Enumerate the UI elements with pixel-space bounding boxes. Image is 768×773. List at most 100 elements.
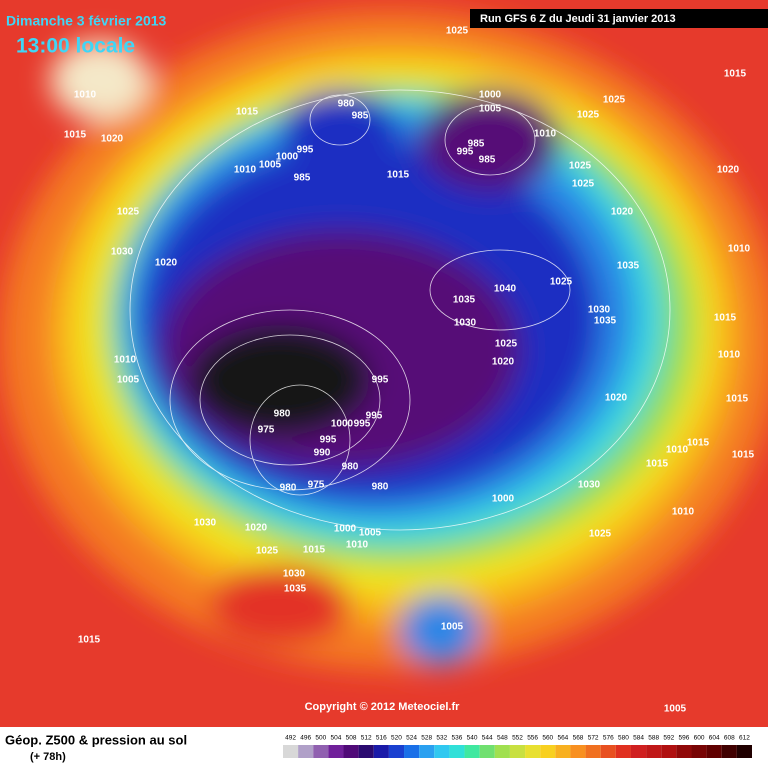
isobar-label: 1025	[569, 161, 592, 172]
scale-swatch	[358, 745, 374, 758]
run-info: Run GFS 6 Z du Jeudi 31 janvier 2013	[480, 13, 676, 25]
scale-swatch	[706, 745, 722, 758]
scale-label: 548	[497, 735, 508, 742]
scale-label: 552	[512, 735, 523, 742]
scale-swatch	[464, 745, 480, 758]
isobar-label: 1000	[331, 419, 354, 430]
isobar-label: 1035	[617, 261, 640, 272]
isobar-label: 1005	[479, 104, 502, 115]
scale-swatch	[373, 745, 389, 758]
scale-label: 532	[436, 735, 447, 742]
isobar-label: 1030	[194, 518, 217, 529]
geopotential-field	[0, 10, 768, 670]
scale-swatch	[449, 745, 465, 758]
isobar-label: 985	[468, 139, 485, 150]
isobar-label: 1025	[589, 529, 612, 540]
scale-label: 508	[346, 735, 357, 742]
isobar-label: 1010	[74, 90, 97, 101]
isobar-label: 1035	[594, 316, 617, 327]
scale-swatch	[298, 745, 314, 758]
isobar-label: 1025	[446, 26, 469, 37]
isobar-label: 975	[308, 480, 325, 491]
scale-label: 560	[542, 735, 553, 742]
scale-label: 588	[648, 735, 659, 742]
scale-swatch	[691, 745, 707, 758]
isobar-label: 1025	[256, 546, 279, 557]
scale-swatch	[419, 745, 435, 758]
scale-swatch	[600, 745, 616, 758]
scale-label: 592	[663, 735, 674, 742]
scale-label: 492	[285, 735, 296, 742]
isobar-label: 1040	[494, 284, 517, 295]
isobar-label: 1000	[334, 524, 357, 535]
isobar-label: 1020	[611, 207, 634, 218]
scale-swatch	[676, 745, 692, 758]
scale-swatch	[721, 745, 737, 758]
scale-label: 540	[467, 735, 478, 742]
scale-label: 500	[315, 735, 326, 742]
local-time: 13:00 locale	[16, 35, 135, 58]
isobar-label: 1010	[346, 540, 369, 551]
isobar-label: 1015	[687, 438, 710, 449]
scale-label: 572	[588, 735, 599, 742]
isobar-label: 1030	[588, 305, 611, 316]
scale-swatch	[736, 745, 752, 758]
run-box	[470, 9, 768, 28]
isobar-label: 990	[314, 448, 331, 459]
isobar-label: 1015	[78, 635, 101, 646]
color-scale: 492 496 500 504 508 512 516 520 524 528 532 536 540 5…	[283, 735, 752, 758]
isobar-label: 1025	[117, 207, 140, 218]
scale-swatch	[570, 745, 586, 758]
isobar-label: 1015	[714, 313, 737, 324]
isobar-label: 985	[479, 155, 496, 166]
isobar-label: 995	[320, 435, 337, 446]
isobar-label: 1025	[550, 277, 573, 288]
scale-swatch	[328, 745, 344, 758]
scale-swatch	[434, 745, 450, 758]
isobar-label: 1000	[276, 152, 299, 163]
scale-swatch	[343, 745, 359, 758]
scale-swatch	[494, 745, 510, 758]
isobar-label: 980	[280, 483, 297, 494]
scale-swatch	[540, 745, 556, 758]
scale-swatch	[388, 745, 405, 758]
isobar-label: 1030	[454, 318, 477, 329]
scale-label: 504	[331, 735, 342, 742]
scale-label: 556	[527, 735, 538, 742]
scale-swatch	[525, 745, 541, 758]
scale-label: 596	[678, 735, 689, 742]
isobar-label: 1010	[672, 507, 695, 518]
isobar-label: 1035	[453, 295, 476, 306]
date: Dimanche 3 février 2013	[6, 13, 167, 29]
isobar-label: 1010	[666, 445, 689, 456]
isobar-label: 1005	[117, 375, 140, 386]
isobar-label: 1030	[578, 480, 601, 491]
scale-swatch	[630, 745, 647, 758]
isobar-label: 1005	[664, 704, 687, 715]
isobar-label: 995	[354, 419, 371, 430]
scale-label: 576	[603, 735, 614, 742]
isobar-label: 1015	[646, 459, 669, 470]
scale-label: 496	[300, 735, 311, 742]
scale-swatch	[283, 745, 299, 758]
copyright: Copyright © 2012 Meteociel.fr	[305, 701, 461, 713]
scale-swatch	[479, 745, 495, 758]
isobar-label: 1015	[387, 170, 410, 181]
isobar-label: 980	[338, 99, 355, 110]
isobar-label: 980	[274, 409, 291, 420]
scale-label: 520	[391, 735, 402, 742]
isobar-label: 1020	[245, 523, 268, 534]
scale-label: 528	[421, 735, 432, 742]
isobar-label: 1035	[284, 584, 307, 595]
isobar-label: 1015	[724, 69, 747, 80]
isobar-label: 1025	[495, 339, 518, 350]
scale-label: 580	[618, 735, 629, 742]
scale-swatch	[313, 745, 329, 758]
isobar-label: 1025	[603, 95, 626, 106]
scale-swatch	[404, 745, 420, 758]
isobar-label: 1025	[577, 110, 600, 121]
scale-label: 544	[482, 735, 493, 742]
isobar-label: 1030	[283, 569, 306, 580]
isobar-label: 975	[258, 425, 275, 436]
isobar-label: 1020	[155, 258, 178, 269]
